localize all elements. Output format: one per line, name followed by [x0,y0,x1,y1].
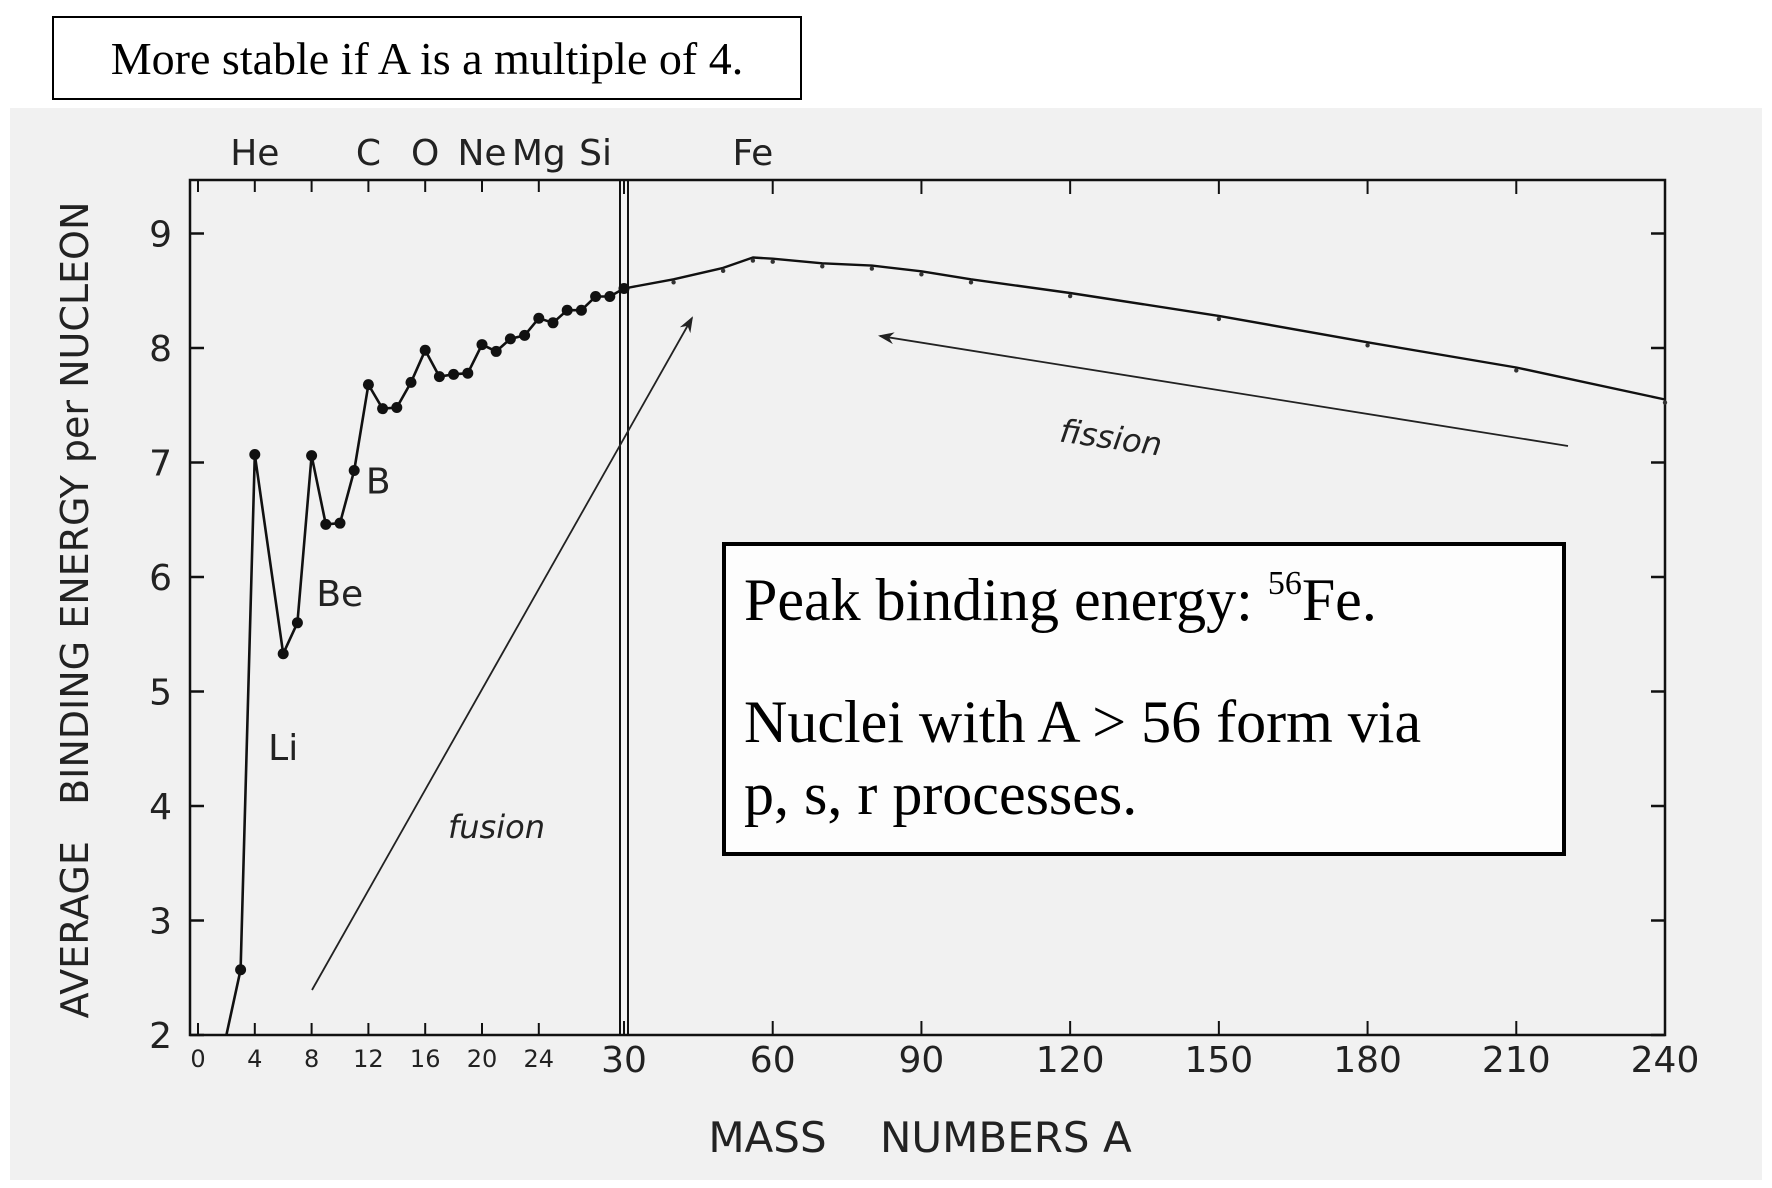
data-point-a120 [1067,293,1073,299]
data-point-a14 [391,402,403,414]
data-point-a15 [405,376,417,388]
data-point-a210 [1514,368,1519,373]
peak-mass-superscript: 56 [1267,565,1302,602]
y-tick-label-7: 7 [149,444,172,485]
y-tick-label-6: 6 [149,558,172,599]
note-text: More stable if A is a multiple of 4. [110,32,744,84]
y-tick-label-5: 5 [149,673,172,714]
data-point-a12 [362,379,374,391]
data-point-a25 [547,317,559,329]
fusion-label: fusion [448,808,545,846]
data-point-a9 [320,518,332,530]
x-tick-label-12: 12 [353,1045,384,1073]
x-tick-label-20: 20 [467,1045,498,1073]
element-label-b: B [366,461,391,502]
fusion-arrow [311,316,693,991]
data-point-a4 [249,448,261,460]
peak-line-1-suffix: Fe. [1301,567,1377,633]
data-point-a30 [618,282,630,294]
peak-binding-energy-box: Peak binding energy: 56Fe. Nuclei with A… [722,542,1566,856]
fission-label: fission [1057,412,1164,464]
data-point-a180 [1365,343,1370,348]
y-axis-label: AVERAGE BINDING ENERGY per NUCLEON [53,202,97,1019]
data-point-a23 [519,329,531,341]
y-tick-label-2: 2 [149,1016,172,1057]
peak-line-1: Peak binding energy: 56Fe. [744,564,1562,636]
element-label-li: Li [268,728,298,769]
data-point-a8 [306,450,318,462]
x-tick-label-120: 120 [1036,1040,1105,1081]
x-tick-label-8: 8 [304,1045,319,1073]
data-point-a70 [820,264,825,269]
data-point-a11 [348,465,360,477]
y-tick-label-9: 9 [149,215,172,256]
x-tick-label-90: 90 [899,1040,945,1081]
data-point-a27 [575,304,587,316]
x-tick-label-150: 150 [1184,1040,1253,1081]
data-point-a29 [604,290,616,302]
y-tick-label-4: 4 [149,787,172,828]
data-point-a21 [490,345,502,357]
data-point-a7 [291,617,303,629]
heavy-nuclei-curve [623,256,1666,401]
data-point-a22 [504,333,516,345]
data-point-a24 [533,312,545,324]
data-point-a13 [377,403,389,415]
data-point-a80 [869,266,875,271]
data-point-a19 [462,367,474,379]
data-point-a60 [770,259,775,264]
data-point-a28 [590,290,602,302]
data-point-a16 [419,344,431,356]
element-label-mg: Mg [512,133,566,174]
peak-line-1-prefix: Peak binding energy: [744,567,1268,633]
data-point-a100 [968,280,974,285]
element-label-c: C [356,133,381,174]
data-point-a20 [476,339,488,351]
fission-arrow [878,332,1569,447]
x-axis-label: MASS NUMBERS A [708,1113,1132,1162]
data-point-a150 [1216,316,1222,322]
x-tick-label-16: 16 [410,1045,441,1073]
data-point-a240 [1662,400,1668,405]
data-point-a17 [433,371,445,383]
light-nuclei-curve [225,287,625,1036]
plot-frame [188,178,1667,1037]
x-tick-label-24: 24 [524,1045,555,1073]
element-label-si: Si [579,133,612,174]
x-tick-label-240: 240 [1631,1040,1700,1081]
element-label-fe: Fe [732,133,773,174]
data-point-a26 [561,304,573,316]
element-label-ne: Ne [457,133,506,174]
element-label-he: He [230,133,279,174]
x-tick-label-4: 4 [247,1045,262,1073]
element-label-be: Be [316,574,363,615]
data-point-a6 [277,648,289,660]
y-tick-label-3: 3 [149,902,172,943]
x-tick-label-60: 60 [750,1040,796,1081]
y-tick-label-8: 8 [149,329,172,370]
data-point-a10 [334,517,346,529]
data-point-a18 [448,368,460,380]
peak-line-3: p, s, r processes. [744,761,1138,827]
x-tick-label-180: 180 [1333,1040,1402,1081]
data-point-a40 [671,280,676,285]
data-point-a3 [235,964,247,976]
element-label-o: O [411,133,439,174]
data-point-a50 [720,268,726,274]
x-tick-label-210: 210 [1482,1040,1551,1081]
x-tick-label-0: 0 [190,1045,205,1073]
data-point-a56 [750,258,756,263]
x-tick-label-30: 30 [601,1040,647,1081]
peak-line-2: Nuclei with A > 56 form via [744,689,1422,755]
data-point-a90 [919,272,924,277]
note-box: More stable if A is a multiple of 4. [52,16,802,100]
